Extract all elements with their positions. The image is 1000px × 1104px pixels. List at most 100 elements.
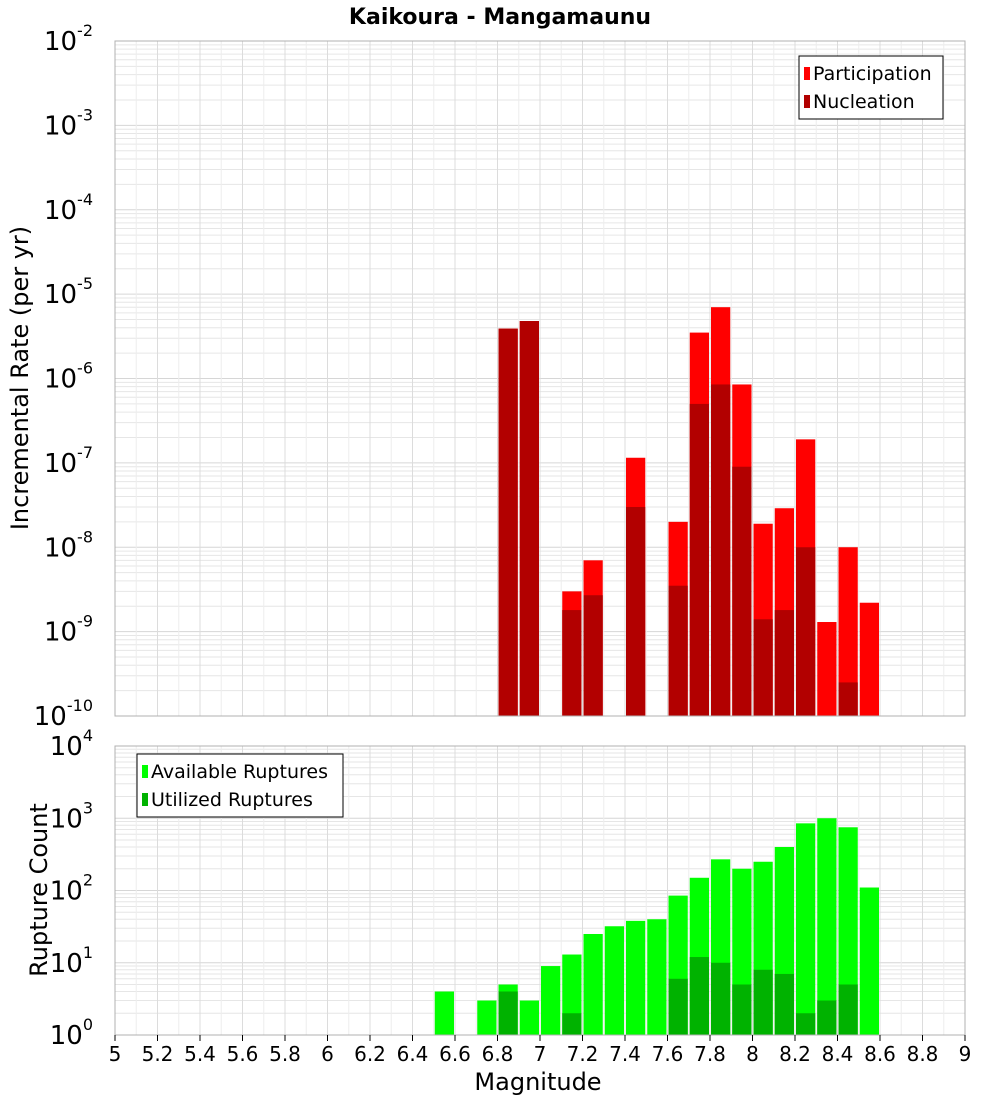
x-tick-label: 6 <box>321 1042 334 1066</box>
participation-bar <box>838 547 858 716</box>
chart-layer: 10-1010-910-810-710-610-510-410-310-2Inc… <box>6 21 971 1096</box>
participation-bar <box>859 602 879 716</box>
chart-title: Kaikoura - Mangamaunu <box>349 5 651 30</box>
available-bar <box>541 966 561 1035</box>
nucleation-bar <box>626 506 646 716</box>
y-tick-label: 10-7 <box>44 443 93 479</box>
x-tick-label: 6.6 <box>439 1042 471 1066</box>
y-tick-base: 10 <box>50 804 83 834</box>
utilized-bar <box>753 969 773 1035</box>
utilized-bar <box>562 1013 582 1035</box>
y-tick-label: 10-10 <box>34 696 93 732</box>
y-tick-label: 104 <box>50 726 93 762</box>
y-tick-exponent: 2 <box>83 871 93 890</box>
x-tick-label: 5.4 <box>184 1042 216 1066</box>
legend-label: Participation <box>813 63 932 85</box>
nucleation-bar <box>689 403 709 716</box>
utilized-bar <box>668 978 688 1035</box>
y-tick-label: 10-5 <box>44 274 93 310</box>
x-tick-label: 6.8 <box>482 1042 514 1066</box>
x-tick-label: 8 <box>746 1042 759 1066</box>
utilized-bar <box>498 991 518 1035</box>
y-tick-exponent: -9 <box>77 612 93 631</box>
y-tick-exponent: -6 <box>77 359 93 378</box>
utilized-bar <box>838 984 858 1035</box>
y-tick-base: 10 <box>44 533 77 563</box>
x-tick-label: 5.2 <box>142 1042 174 1066</box>
utilized-bar <box>689 957 709 1035</box>
y-tick-exponent: -7 <box>77 443 93 462</box>
y-tick-exponent: -5 <box>77 274 93 293</box>
y-tick-label: 100 <box>50 1015 93 1051</box>
y-tick-label: 10-4 <box>44 190 93 226</box>
available-bar <box>604 926 624 1035</box>
available-bar <box>626 920 646 1035</box>
available-bar <box>817 818 837 1035</box>
x-tick-label: 5.6 <box>227 1042 259 1066</box>
y-tick-label: 10-8 <box>44 527 93 563</box>
y-tick-base: 10 <box>44 111 77 141</box>
y-tick-exponent: -4 <box>77 190 93 209</box>
x-tick-label: 7.2 <box>567 1042 599 1066</box>
available-bar <box>796 823 816 1035</box>
y-tick-exponent: -2 <box>77 21 93 40</box>
legend-label: Utilized Ruptures <box>151 789 313 811</box>
y-tick-label: 10-2 <box>44 21 93 57</box>
x-tick-label: 9 <box>959 1042 972 1066</box>
legend-swatch <box>142 793 148 806</box>
x-tick-label: 7.4 <box>609 1042 641 1066</box>
y-tick-base: 10 <box>50 877 83 907</box>
x-axis-label: Magnitude <box>474 1068 601 1096</box>
available-bar <box>838 827 858 1035</box>
y-tick-label: 101 <box>50 943 93 979</box>
y-tick-label: 10-9 <box>44 612 93 648</box>
available-bar <box>583 933 603 1035</box>
y-tick-exponent: 1 <box>83 943 93 962</box>
nucleation-bar <box>562 610 582 716</box>
y-tick-base: 10 <box>44 618 77 648</box>
legend-box <box>136 753 344 818</box>
x-tick-label: 8.2 <box>779 1042 811 1066</box>
nucleation-bar <box>838 682 858 716</box>
x-tick-label: 5 <box>109 1042 122 1066</box>
legend-swatch <box>142 765 148 778</box>
utilized-bar <box>711 962 731 1035</box>
y-tick-label: 103 <box>50 798 93 834</box>
x-tick-label: 6.2 <box>354 1042 386 1066</box>
y-tick-exponent: 0 <box>83 1015 93 1034</box>
y-tick-label: 102 <box>50 871 93 907</box>
y-tick-base: 10 <box>50 1021 83 1051</box>
y-tick-base: 10 <box>50 949 83 979</box>
y-tick-base: 10 <box>34 702 67 732</box>
legend-box <box>798 55 944 120</box>
available-bar <box>647 919 667 1035</box>
y-tick-base: 10 <box>44 365 77 395</box>
y-tick-base: 10 <box>44 196 77 226</box>
available-bar <box>477 1000 497 1035</box>
y-axis-label: Rupture Count <box>25 803 53 977</box>
y-tick-base: 10 <box>44 280 77 310</box>
legend-label: Available Ruptures <box>151 761 328 783</box>
y-tick-exponent: -3 <box>77 105 93 124</box>
available-bar <box>519 1000 539 1035</box>
participation-bar <box>817 622 837 716</box>
nucleation-bar <box>583 595 603 716</box>
plot-frame <box>114 40 966 717</box>
utilized-bar <box>732 984 752 1035</box>
legend-swatch <box>804 95 810 108</box>
utilized-bar <box>796 1013 816 1035</box>
y-tick-base: 10 <box>44 449 77 479</box>
x-tick-label: 8.6 <box>864 1042 896 1066</box>
y-tick-label: 10-6 <box>44 359 93 395</box>
x-tick-label: 6.4 <box>397 1042 429 1066</box>
legend-label: Nucleation <box>813 91 915 113</box>
utilized-bar <box>817 1000 837 1035</box>
nucleation-bar <box>796 547 816 716</box>
nucleation-bar <box>519 321 539 716</box>
y-tick-base: 10 <box>44 27 77 57</box>
nucleation-bar <box>774 610 794 716</box>
nucleation-bar <box>753 619 773 716</box>
nucleation-bar <box>711 384 731 716</box>
nucleation-bar <box>668 585 688 716</box>
